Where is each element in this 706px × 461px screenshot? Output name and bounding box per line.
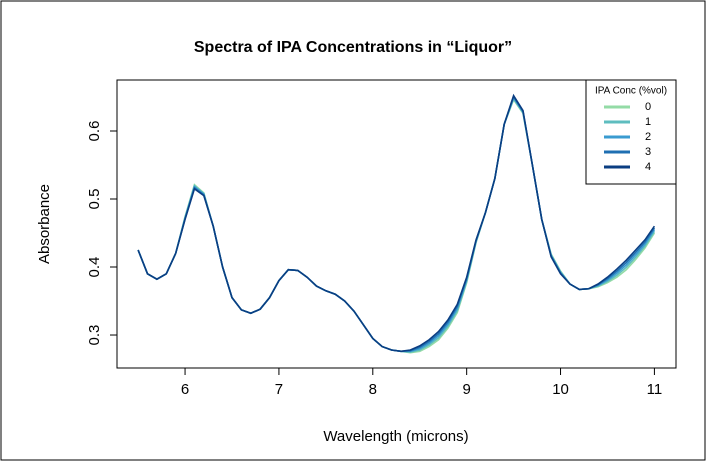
legend-label: 4 [645,161,651,173]
x-tick-label: 7 [275,381,283,398]
y-tick-label: 0.6 [86,121,103,142]
x-tick-label: 6 [181,381,189,398]
legend-title: IPA Conc (%vol) [595,86,667,97]
legend-label: 2 [645,131,651,143]
y-tick-label: 0.5 [86,189,103,210]
x-axis-label: Wavelength (microns) [323,428,468,445]
y-tick-label: 0.4 [86,257,103,278]
legend-label: 3 [645,146,651,158]
legend-label: 1 [645,116,651,128]
x-tick-label: 8 [369,381,377,398]
series-line [137,93,656,353]
chart-title: Spectra of IPA Concentrations in “Liquor… [194,39,512,56]
x-tick-label: 10 [552,381,569,398]
plot-box [116,79,677,369]
x-tick-label: 11 [647,381,663,398]
legend-label: 0 [645,101,651,113]
y-tick-label: 0.3 [86,325,103,346]
legend-box [585,79,677,185]
x-tick-label: 9 [462,381,470,398]
y-axis-label: Absorbance [36,184,53,264]
